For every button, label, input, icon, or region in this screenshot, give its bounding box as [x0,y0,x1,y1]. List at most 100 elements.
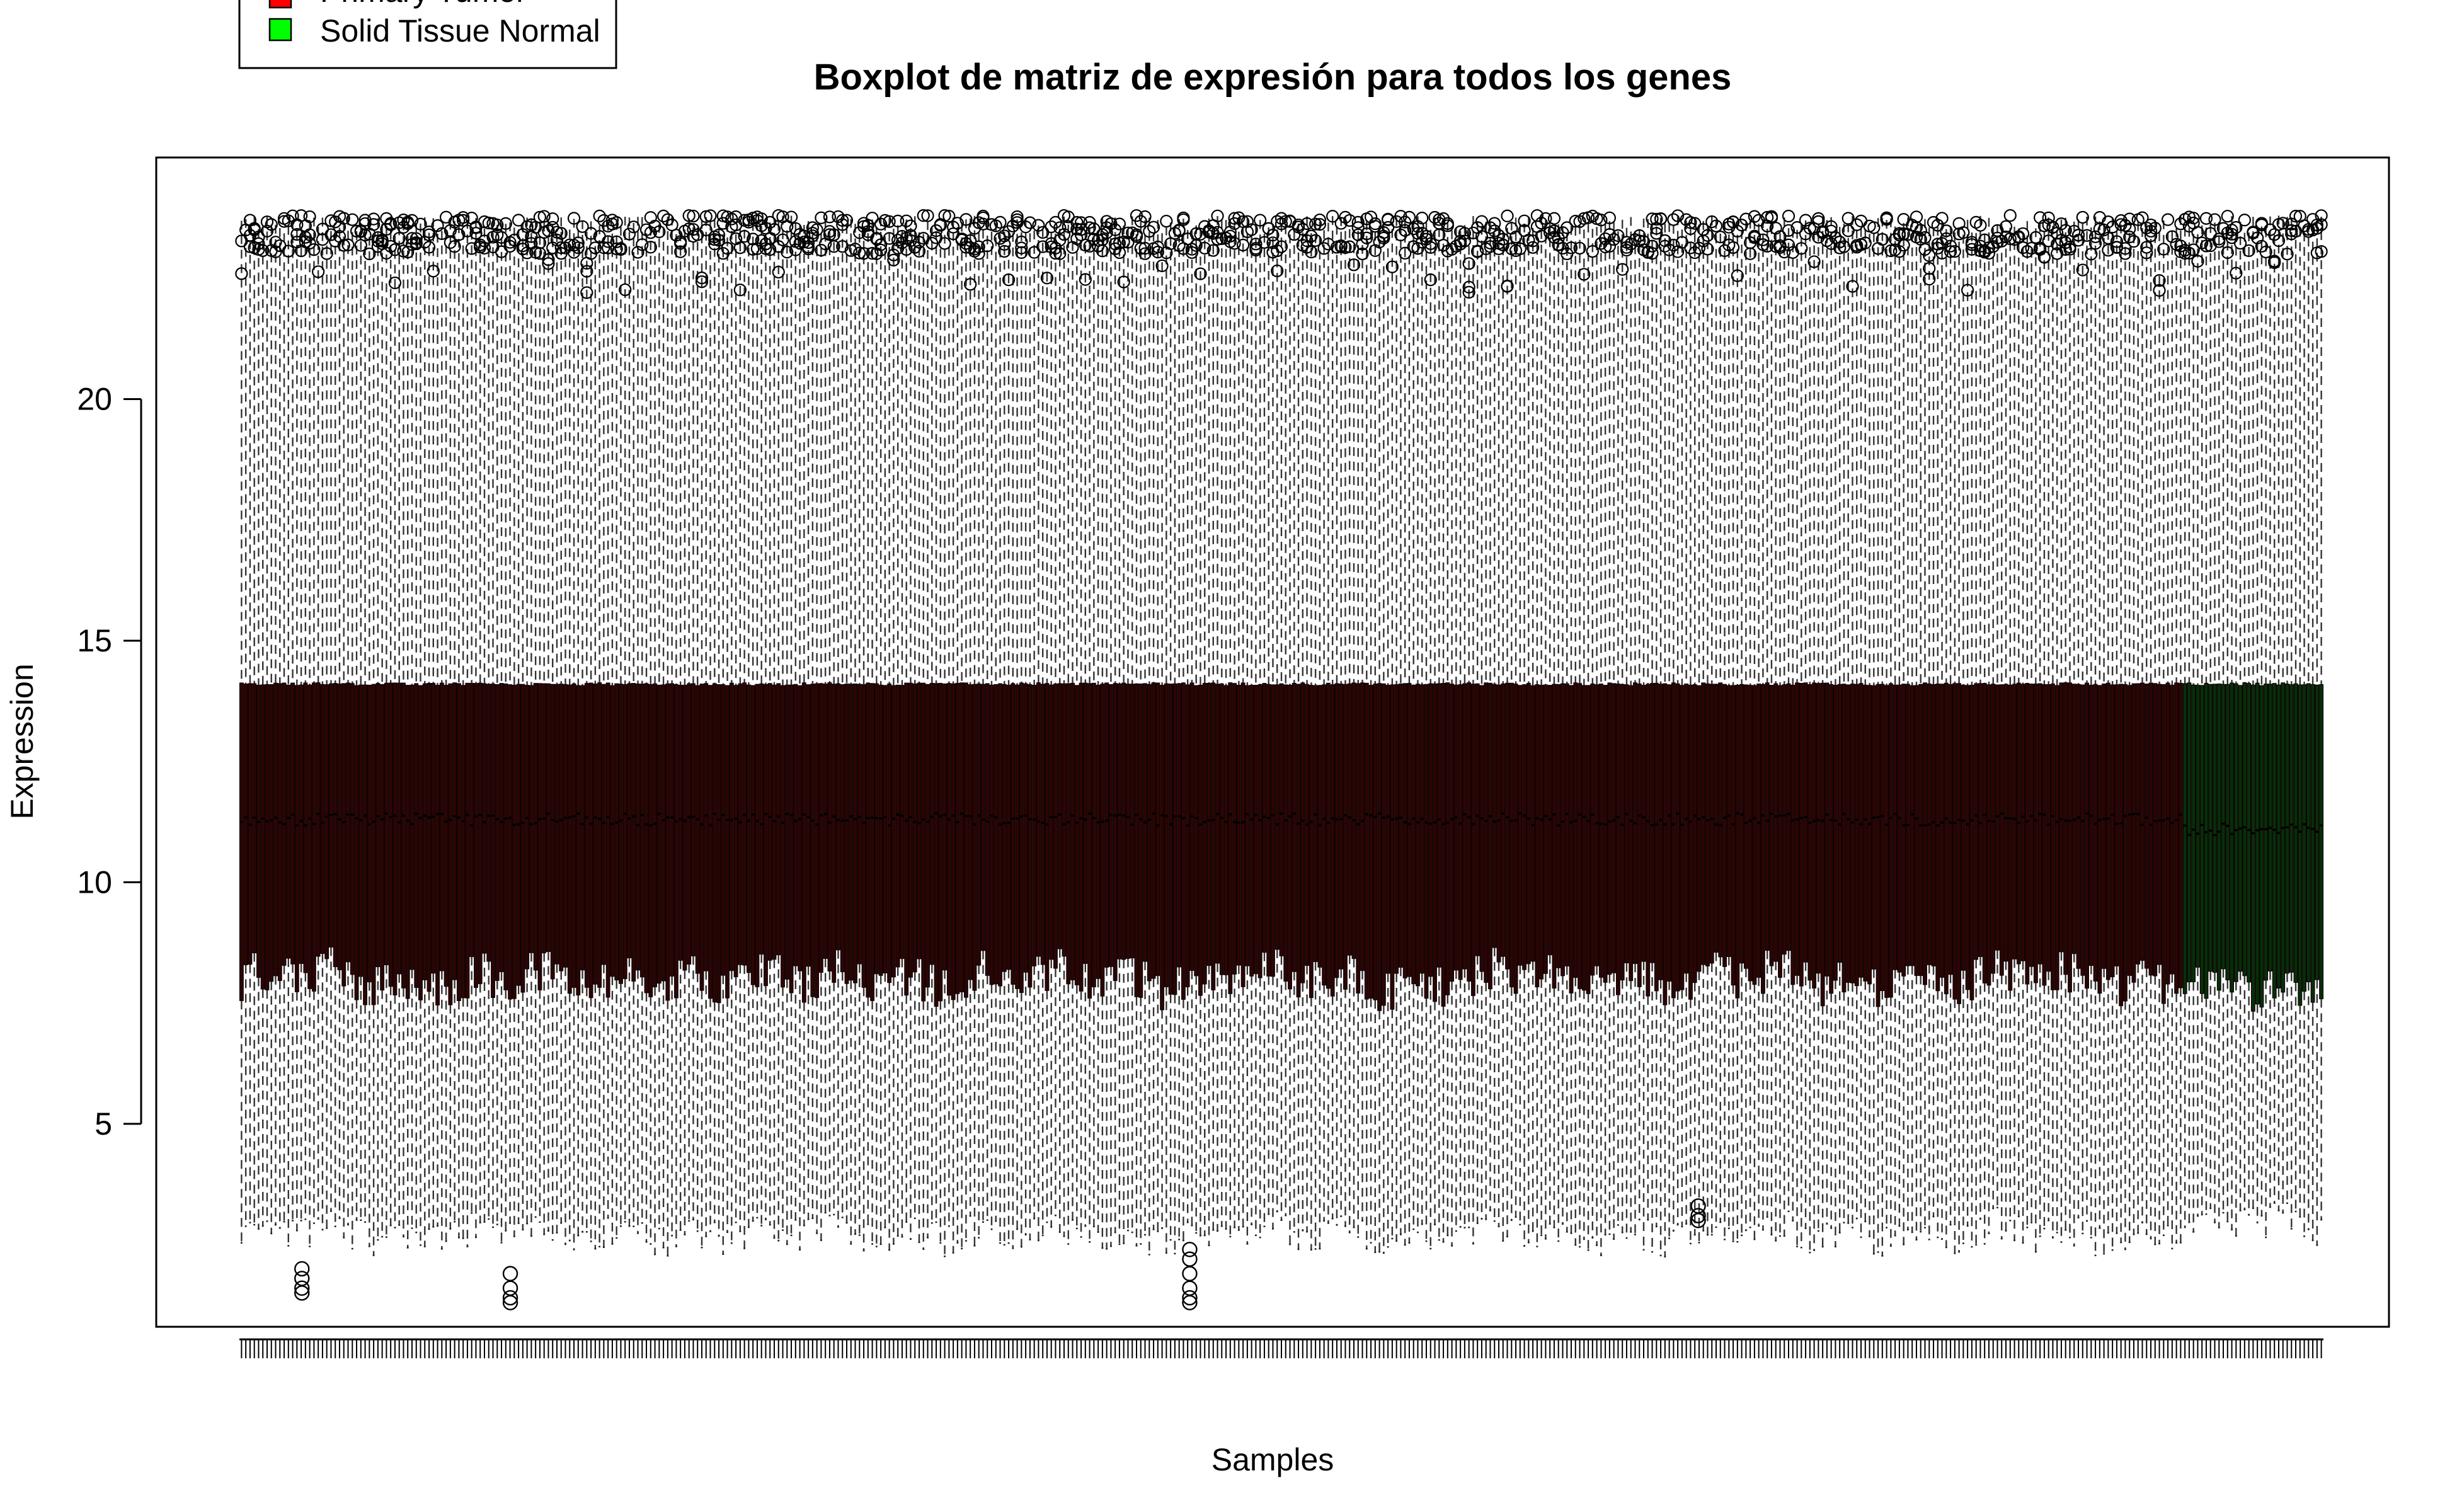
box-iqr [1121,682,1126,960]
box-iqr [1028,684,1033,988]
box-iqr [1334,683,1339,978]
box-iqr [827,682,832,972]
outlier-point [1228,237,1241,250]
box-primary-tumor [542,222,547,1235]
outlier-point [401,217,415,231]
box-iqr [1952,683,1957,1000]
box-iqr [405,685,410,999]
box-primary-tumor [2025,220,2030,1228]
box-iqr [286,684,291,959]
box-primary-tumor [1079,227,1084,1238]
box-iqr [2131,683,2136,983]
box-primary-tumor [546,220,551,1232]
box-primary-tumor [1624,227,1629,1239]
box-primary-tumor [1249,234,1254,1225]
box-primary-tumor [1986,217,1991,1235]
box-solid-tissue-normal [2319,216,2324,1221]
outlier-point [738,229,751,243]
box-iqr [2302,684,2306,992]
box-iqr [883,685,888,973]
box-iqr [435,685,440,1005]
outlier-point [1778,245,1791,259]
box-primary-tumor [248,226,253,1223]
box-primary-tumor [866,219,871,1225]
box-primary-tumor [1799,223,1804,1249]
outlier-point [2230,220,2243,234]
box-primary-tumor [746,218,751,1228]
box-primary-tumor [644,233,649,1243]
outlier-point [1356,247,1369,261]
outlier-point [1313,213,1326,227]
box-primary-tumor [588,221,593,1242]
outlier-point [622,227,636,241]
box-primary-tumor [904,219,909,1223]
outlier-point [1182,1295,1198,1310]
box-iqr [1070,682,1075,980]
box-iqr [1539,685,1544,980]
outlier-point [1595,214,1608,227]
box-iqr [2199,685,2204,994]
box-iqr [2093,684,2098,982]
box-solid-tissue-normal [2233,232,2238,1237]
y-tick-label: 15 [77,623,112,658]
outlier-point [2119,242,2132,255]
y-tick-label: 20 [77,381,112,416]
box-primary-tumor [1091,222,1096,1228]
outlier-point [904,229,917,242]
legend-label-solid-tissue-normal: Solid Tissue Normal [320,13,600,49]
box-iqr [439,682,444,971]
box-primary-tumor [1228,219,1233,1238]
outlier-point [1300,217,1314,231]
outlier-point [2259,245,2272,259]
box-iqr [1948,684,1953,975]
box-primary-tumor [456,224,461,1239]
box-iqr [444,685,449,987]
box-primary-tumor [639,217,644,1224]
box-primary-tumor [290,220,295,1222]
outlier-point [388,243,402,256]
box-iqr [2182,683,2187,994]
box-primary-tumor [529,218,534,1237]
box-iqr [350,683,355,975]
box-iqr [1935,684,1940,992]
outlier-point [431,219,444,232]
box-iqr [2247,683,2252,983]
box-iqr [1816,683,1821,974]
outlier-point [2174,239,2187,253]
outlier-point [571,236,585,249]
outlier-point [1215,232,1228,245]
outlier-point [2071,229,2085,242]
box-iqr [346,682,350,963]
box-primary-tumor [1914,232,1919,1241]
outlier-point [1918,231,1932,244]
outlier-point [695,275,709,289]
box-primary-tumor [1006,231,1011,1244]
outlier-point [2127,235,2141,248]
outlier-point [422,241,436,254]
box-iqr [729,682,734,971]
box-iqr [673,684,679,999]
box-solid-tissue-normal [2208,224,2213,1210]
box-primary-tumor [1944,229,1949,1249]
box-iqr [1667,684,1672,982]
box-iqr [1079,682,1084,992]
box-primary-tumor [2157,232,2162,1245]
box-primary-tumor [508,222,513,1224]
box-iqr [849,684,854,981]
outlier-point [252,231,265,244]
box-primary-tumor [554,233,559,1234]
box-iqr [341,683,346,987]
outlier-point [1279,215,1292,228]
box-iqr [320,684,325,954]
outlier-point [823,225,837,238]
outlier-point [1603,211,1616,224]
outlier-point [512,214,525,227]
outlier-point [1049,246,1062,260]
box-primary-tumor [1663,224,1668,1257]
box-primary-tumor [333,231,338,1227]
box-iqr [1697,685,1702,972]
box-iqr [1654,682,1659,992]
outlier-point [2059,236,2072,249]
outlier-point [1850,218,1864,231]
outlier-point [1245,223,1258,236]
